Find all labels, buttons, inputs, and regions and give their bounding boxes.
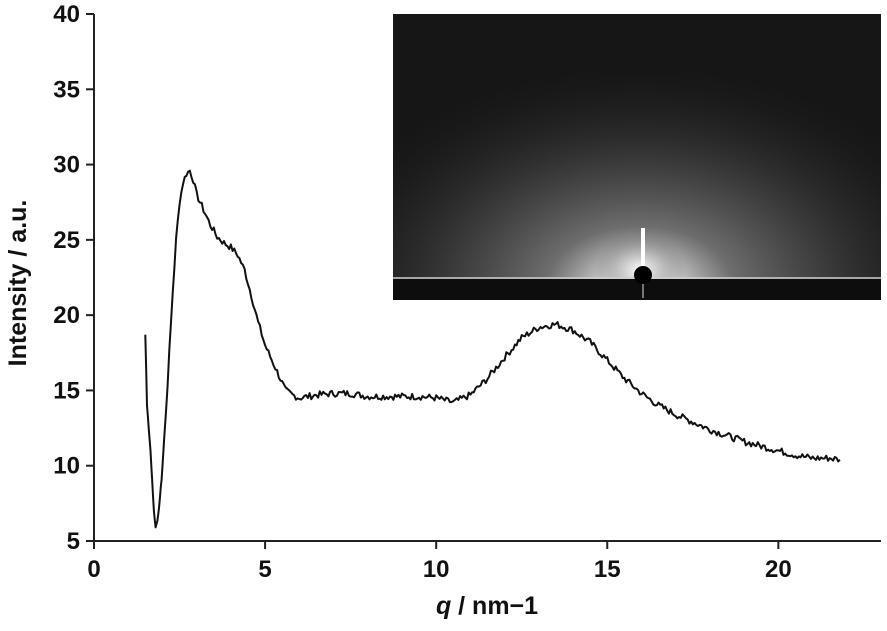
- y-tick-label: 25: [53, 227, 80, 254]
- x-axis-unit: / nm−1: [451, 592, 538, 620]
- x-axis-symbol: q: [436, 592, 451, 620]
- series-line-intensity: [144, 169, 841, 529]
- detector-shadow-band: [393, 279, 881, 300]
- x-axis-title: q / nm−1: [436, 592, 538, 620]
- y-tick-label: 15: [53, 377, 80, 404]
- y-axis-title: Intensity / a.u.: [4, 200, 32, 367]
- x-ticks: 0 5 10 15 20: [87, 541, 792, 583]
- x-tick-label: 20: [765, 556, 792, 583]
- y-tick-label: 20: [53, 302, 80, 329]
- y-tick-label: 35: [53, 76, 80, 103]
- y-ticks: 5 10 15 20 25 30 35 40: [53, 1, 94, 555]
- y-tick-label: 30: [53, 152, 80, 179]
- scattering-pattern-inset: [393, 14, 881, 300]
- y-tick-label: 10: [53, 453, 80, 480]
- y-tick-label: 5: [67, 528, 80, 555]
- x-tick-label: 0: [87, 556, 100, 583]
- x-tick-label: 10: [423, 556, 450, 583]
- scattering-halo: [393, 60, 881, 300]
- x-tick-label: 5: [258, 556, 271, 583]
- x-tick-label: 15: [594, 556, 621, 583]
- beam-stop: [634, 266, 652, 284]
- y-tick-label: 40: [53, 1, 80, 28]
